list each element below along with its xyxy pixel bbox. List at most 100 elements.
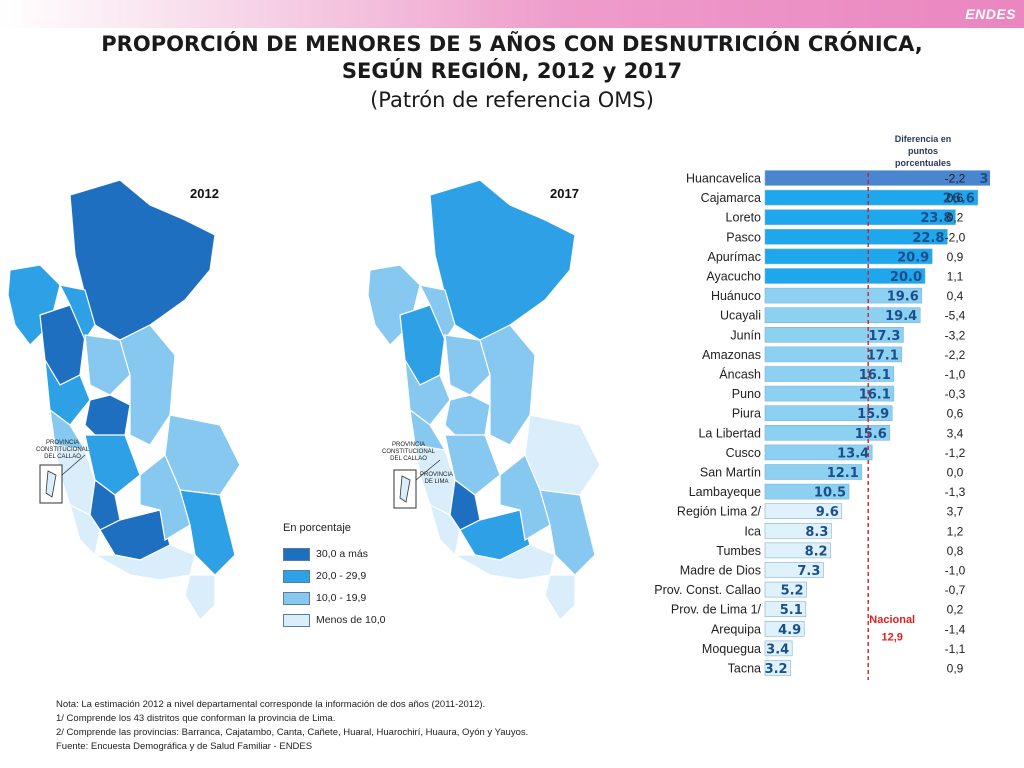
value-label-21: 7.3 [797, 564, 820, 579]
category-label-14: La Libertad [698, 426, 761, 440]
bar-4 [764, 228, 948, 245]
page-title-line2: SEGÚN REGIÓN, 2012 y 2017 [341, 59, 683, 83]
value-label-13: 15.9 [857, 407, 889, 422]
difference-label-20: 0,8 [947, 544, 964, 558]
category-label-12: Puno [732, 387, 761, 401]
category-label-7: Huánuco [711, 289, 761, 303]
map-2017-region-cusco [499, 454, 551, 541]
difference-label-18: 3,7 [947, 505, 964, 519]
category-label-9: Junín [730, 328, 761, 342]
map-2017-region-huanuco [444, 394, 491, 441]
category-label-21: Madre de Dios [680, 564, 761, 578]
value-label-16: 12.1 [827, 466, 859, 481]
legend-item-4: Menos de 10,0 [283, 613, 385, 627]
difference-label-3: 0,2 [947, 211, 964, 225]
category-label-20: Tumbes [716, 544, 761, 558]
value-label-8: 19.4 [885, 309, 917, 324]
map-2012-region-arequipa [92, 544, 196, 581]
map-2017-region-amazonas [418, 284, 456, 342]
category-label-2: Cajamarca [701, 191, 761, 205]
category-label-4: Pasco [726, 230, 761, 244]
difference-label-17: -1,3 [945, 485, 966, 499]
page-subtitle: (Patrón de referencia OMS) [370, 88, 654, 112]
bar-5 [764, 248, 933, 265]
value-label-3: 23.8 [920, 211, 952, 226]
difference-label-2: 0,6 [947, 191, 964, 205]
value-label-15: 13.4 [837, 446, 869, 461]
value-label-4: 22.8 [912, 231, 944, 246]
value-label-5: 20.9 [897, 250, 929, 265]
difference-label-10: -2,2 [945, 348, 966, 362]
category-label-16: San Martín [700, 466, 761, 480]
value-label-9: 17.3 [868, 329, 900, 344]
page-title-line1: PROPORCIÓN DE MENORES DE 5 AÑOS CON DESN… [101, 32, 923, 56]
category-label-10: Amazonas [702, 348, 761, 362]
footnote-4: Fuente: Encuesta Demográfica y de Salud … [56, 741, 313, 752]
difference-label-7: 0,4 [947, 289, 964, 303]
category-label-25: Moquegua [702, 642, 761, 656]
value-label-6: 20.0 [890, 270, 922, 285]
value-label-14: 15.6 [855, 427, 887, 442]
difference-label-11: -1,0 [945, 368, 966, 382]
bar-23 [764, 601, 807, 618]
legend-swatch-3 [283, 591, 310, 605]
category-label-15: Cusco [726, 446, 761, 460]
category-label-3: Loreto [726, 211, 761, 225]
category-label-22: Prov. Const. Callao [654, 583, 761, 597]
bar-7 [764, 287, 923, 304]
map-2012-region-cusco [139, 454, 191, 541]
map-2012-region-huanuco [84, 394, 131, 441]
value-label-25: 3.4 [766, 642, 789, 657]
map-2017-region-pasco-junin [444, 434, 501, 496]
brand-label: ENDES [965, 6, 1016, 22]
bar-18 [764, 503, 843, 520]
top-banner: ENDES [0, 0, 1024, 28]
legend-swatch-4 [283, 613, 310, 627]
map-2017-year: 2017 [550, 186, 579, 201]
bar-26 [764, 660, 791, 676]
bar-19 [764, 522, 832, 539]
national-reference-label: Nacional [869, 614, 915, 626]
legend-label-2: 20,0 - 29,9 [316, 570, 367, 582]
category-label-6: Ayacucho [706, 270, 761, 284]
bar-24 [764, 620, 805, 637]
legend-item-3: 10,0 - 19,9 [283, 591, 366, 605]
category-label-8: Ucayali [720, 309, 761, 323]
bar-15 [764, 444, 873, 461]
difference-label-13: 0,6 [947, 407, 964, 421]
bar-8 [764, 307, 921, 323]
difference-label-19: 1,2 [947, 524, 964, 538]
map-2012-region-amazonas [58, 284, 96, 342]
value-label-10: 17.1 [867, 348, 899, 363]
category-label-5: Apurímac [708, 250, 762, 264]
difference-label-23: 0,2 [947, 603, 964, 617]
difference-label-16: 0,0 [947, 466, 964, 480]
category-label-18: Región Lima 2/ [677, 505, 762, 519]
value-label-17: 10.5 [814, 486, 846, 501]
difference-label-1: -2,2 [945, 172, 966, 186]
legend-swatch-2 [283, 569, 310, 583]
difference-label-21: -1,0 [945, 564, 966, 578]
footnote-1: Nota: La estimación 2012 a nivel departa… [56, 699, 486, 710]
bar-2 [764, 189, 979, 206]
map-2017-lima-label: PROVINCIA DE LIMA [420, 472, 454, 485]
bar-25 [764, 640, 793, 657]
difference-label-8: -5,4 [945, 309, 966, 323]
bar-chart: Huancavelica31.2-2,2Cajamarca26.60,6Lore… [654, 170, 990, 680]
map-2017-region-sanmartin [444, 334, 491, 396]
map-2017-region-arequipa [452, 544, 556, 581]
national-reference-value: 12,9 [881, 632, 902, 644]
map-2012-year: 2012 [190, 186, 219, 201]
legend-item-1: 30,0 a más [283, 547, 368, 561]
map-2017-region-ucayali [479, 324, 536, 446]
category-label-23: Prov. de Lima 1/ [671, 603, 762, 617]
legend-label-1: 30,0 a más [316, 548, 368, 560]
difference-label-25: -1,1 [945, 642, 966, 656]
bar-6 [764, 268, 926, 284]
bar-1 [764, 170, 990, 186]
map-2017-region-moquegua-tacna [544, 574, 576, 621]
legend-label-4: Menos de 10,0 [316, 614, 386, 626]
footnotes: Nota: La estimación 2012 a nivel departa… [56, 698, 528, 754]
map-2017-region-ica [429, 503, 461, 557]
bar-20 [764, 542, 831, 559]
